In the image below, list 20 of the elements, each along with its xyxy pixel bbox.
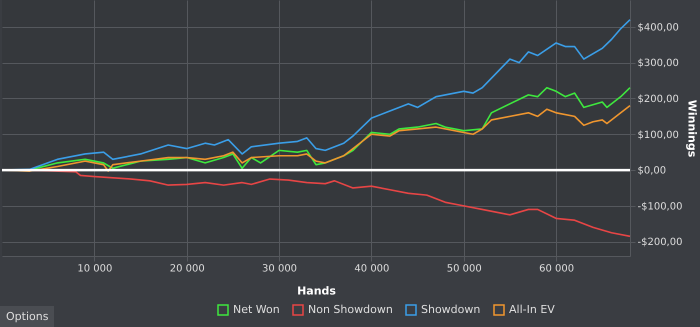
y-axis-title: Winnings [685,100,698,158]
y-tick-label: $0,00 [638,166,666,177]
y-tick-label: -$200,00 [638,237,682,248]
y-tick-label: $100,00 [638,130,679,141]
text: Options [0,306,54,327]
x-tick-label: 60 000 [539,264,574,274]
y-tick-label: $200,00 [638,94,679,105]
x-axis-title: Hands [297,284,336,298]
x-tick-label: 40 000 [354,264,390,274]
x-tick-label: 30 000 [262,264,298,274]
x-tick-label: 20 000 [170,264,205,274]
y-tick-label: $400,00 [638,22,679,34]
y-tick-label: -$100,00 [638,201,682,212]
legend-label: Showdown [421,303,480,316]
legend-label: All-In EV [509,303,556,316]
legend-label: Non Showdown [308,303,393,316]
x-tick-label: 50 000 [446,264,482,274]
x-tick-label: 10 000 [77,264,112,274]
y-tick-label: $300,00 [638,58,679,70]
legend-label: Net Won [233,303,280,316]
